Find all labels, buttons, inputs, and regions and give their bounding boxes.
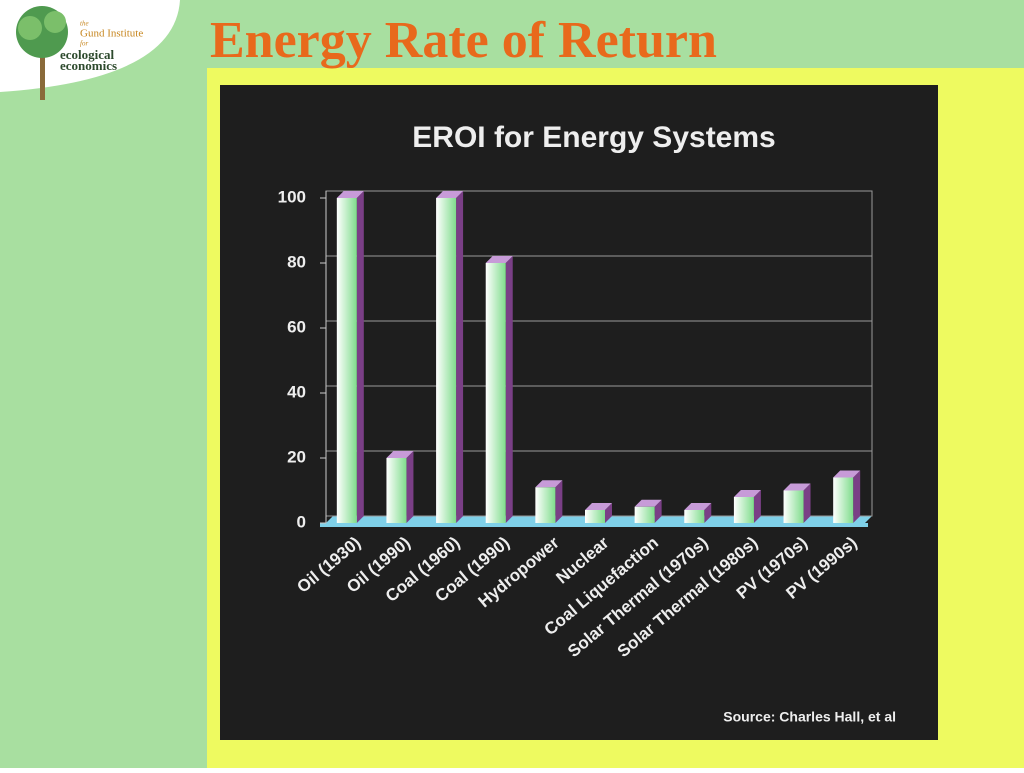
bar [634, 506, 655, 523]
bar [783, 490, 804, 523]
bar-top [336, 191, 364, 198]
bar-side [704, 503, 712, 523]
y-tick-label: 40 [287, 382, 306, 401]
y-tick-label: 20 [287, 447, 306, 466]
bar-side [654, 499, 662, 523]
logo-text: Gund Institute [80, 28, 143, 40]
bar-side [406, 451, 414, 523]
bar [833, 477, 854, 523]
logo-text: economics [60, 58, 117, 73]
floor-front [320, 523, 868, 527]
y-tick-label: 0 [297, 512, 306, 531]
bar-side [505, 256, 513, 523]
bar-top [833, 470, 861, 478]
bar-top [684, 503, 712, 510]
bar-side [456, 191, 464, 523]
y-tick-label: 60 [287, 317, 306, 336]
source-note: Source: Charles Hall, et al [723, 709, 896, 725]
bar-side [853, 470, 861, 523]
bar-side [605, 503, 612, 523]
logo-text: ecological [60, 47, 115, 62]
bar-top [585, 503, 612, 510]
bar [436, 198, 457, 523]
bar-top [535, 480, 563, 488]
bar-side [753, 490, 761, 523]
chart-title: EROI for Energy Systems [412, 121, 775, 154]
bar [585, 510, 605, 523]
bar-top [386, 451, 414, 458]
bar [733, 497, 754, 523]
bar-side [803, 483, 811, 523]
bar-top [634, 499, 662, 507]
bar [535, 487, 556, 523]
bar-top [436, 191, 464, 198]
bar-side [555, 480, 563, 523]
bar [684, 510, 705, 523]
bar [386, 458, 407, 523]
bar [336, 198, 357, 523]
y-tick-label: 100 [278, 187, 306, 206]
y-tick-label: 80 [287, 252, 306, 271]
logo-text: for [80, 40, 88, 48]
logo-text: the [80, 20, 89, 28]
logo-tree [16, 6, 68, 100]
slide-title: Energy Rate of Return [210, 12, 717, 69]
bar-top [783, 483, 811, 491]
bar-top [733, 490, 761, 497]
bar [485, 263, 506, 523]
bar-top [485, 256, 513, 263]
bar-side [356, 191, 364, 523]
